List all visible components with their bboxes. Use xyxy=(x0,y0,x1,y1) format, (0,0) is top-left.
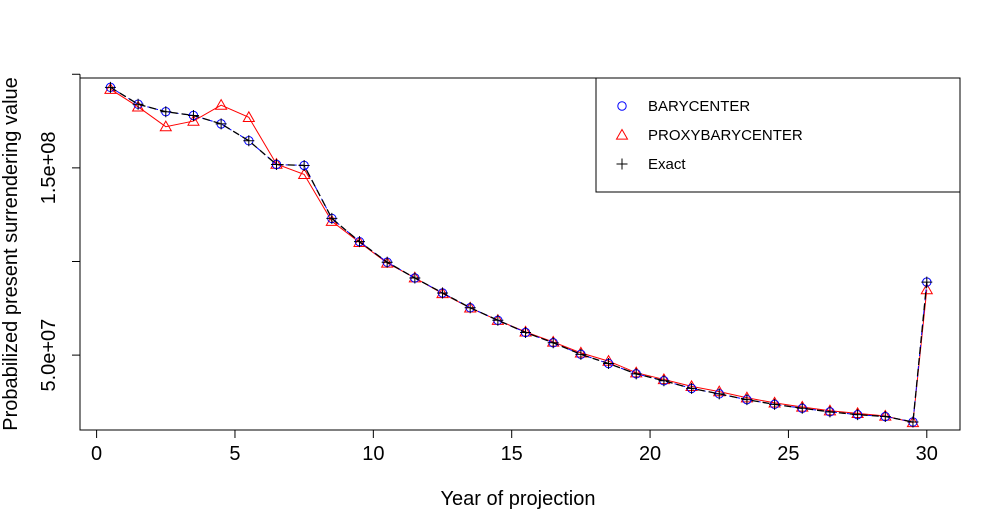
data-point xyxy=(879,411,891,423)
data-point xyxy=(353,236,365,248)
data-point xyxy=(242,110,256,122)
y-tick-label: 1.5e+08 xyxy=(38,131,60,204)
data-point xyxy=(326,212,338,224)
y-tick-label: 5.0e+07 xyxy=(38,319,60,392)
data-point xyxy=(464,302,476,314)
x-tick-label: 10 xyxy=(362,443,384,465)
x-tick-label: 20 xyxy=(639,443,661,465)
data-point xyxy=(921,276,933,288)
x-tick-label: 15 xyxy=(501,443,523,465)
data-point xyxy=(187,114,200,126)
data-point xyxy=(243,135,255,147)
data-point xyxy=(630,368,642,380)
data-point xyxy=(658,375,670,387)
series-layer xyxy=(104,81,934,428)
data-point xyxy=(547,337,559,349)
data-point xyxy=(409,272,421,284)
data-point xyxy=(907,416,919,428)
data-point xyxy=(796,402,808,414)
data-point xyxy=(686,382,698,394)
legend: BARYCENTER PROXYBARYCENTER Exact xyxy=(595,77,961,193)
data-point xyxy=(215,118,227,130)
data-point xyxy=(575,348,587,360)
x-tick-label: 30 xyxy=(916,443,938,465)
legend-label: Exact xyxy=(648,156,686,173)
data-point xyxy=(381,256,393,268)
data-point xyxy=(713,388,725,400)
data-point xyxy=(131,100,145,112)
data-point xyxy=(769,398,781,410)
legend-marker xyxy=(617,101,627,111)
data-point xyxy=(297,167,311,180)
x-tick-label: 0 xyxy=(91,443,102,465)
data-point xyxy=(298,159,310,171)
legend-label: PROXYBARYCENTER xyxy=(648,127,803,144)
data-point xyxy=(132,98,144,110)
x-axis-title: Year of projection xyxy=(441,488,596,510)
series-exact xyxy=(104,81,933,428)
data-point xyxy=(214,98,228,110)
legend-box xyxy=(595,77,961,193)
data-point xyxy=(492,314,504,326)
data-point xyxy=(852,409,864,421)
data-point xyxy=(437,287,449,299)
x-axis: 0 5 10 15 20 25 30 xyxy=(91,429,938,465)
y-axis-title: Probabilized present surrendering value xyxy=(0,77,22,431)
data-point xyxy=(824,406,836,418)
data-point xyxy=(920,283,934,295)
y-axis: 5.0e+07 1.5e+08 xyxy=(38,73,81,392)
legend-marker xyxy=(615,128,629,140)
data-point xyxy=(603,358,615,370)
legend-label: BARYCENTER xyxy=(648,98,750,115)
data-point xyxy=(520,326,532,338)
data-point xyxy=(104,81,116,93)
legend-marker xyxy=(616,158,628,170)
x-tick-label: 5 xyxy=(229,443,240,465)
data-point xyxy=(741,394,753,406)
data-point xyxy=(187,109,199,121)
data-point xyxy=(159,120,173,132)
data-point xyxy=(270,159,282,171)
x-tick-label: 25 xyxy=(777,443,799,465)
data-point xyxy=(160,106,172,118)
